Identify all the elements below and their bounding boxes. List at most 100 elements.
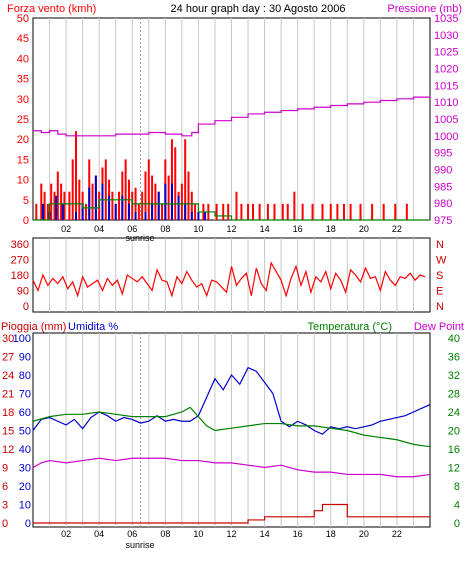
humidity-tick-label: 20 <box>19 481 31 493</box>
rain-tick-label: 24 <box>2 370 14 382</box>
wind-bar-gust <box>247 203 250 220</box>
wind-bar-gust <box>349 203 352 220</box>
rain-tick-label: 18 <box>2 407 14 419</box>
temperature-axis-label: Temperatura (°C) <box>308 321 392 333</box>
wind-bar-gust <box>273 203 276 220</box>
x-tick-label-p3: 12 <box>226 529 236 539</box>
x-tick-label-p3: 08 <box>160 529 170 539</box>
x-tick-label-p3: 20 <box>359 529 369 539</box>
temp-tick-label: 40 <box>448 333 460 345</box>
wind-bar-gust <box>144 171 147 220</box>
line-wind-avg <box>33 199 430 221</box>
wind-tick-label: 45 <box>17 33 29 45</box>
wind-bar-gust <box>131 191 134 220</box>
rain-tick-label: 9 <box>2 463 8 475</box>
humidity-tick-label: 0 <box>25 518 31 530</box>
direction-compass-label: N <box>436 239 444 251</box>
humidity-tick-label: 50 <box>19 426 31 438</box>
wind-bar-wind <box>121 195 124 220</box>
x-tick-label-p1: 04 <box>94 224 104 234</box>
line-temperatura <box>32 406 431 448</box>
temp-tick-label: 12 <box>448 463 460 475</box>
rain-axis-label: Pioggia (mm) <box>1 321 66 333</box>
direction-tick-label: 0 <box>23 301 29 313</box>
line-dew-point <box>32 457 431 478</box>
wind-bar-wind <box>41 203 44 220</box>
x-tick-label-p1: 14 <box>260 224 270 234</box>
direction-compass-label: W <box>436 255 447 267</box>
wind-bar-gust <box>71 159 74 220</box>
humidity-tick-label: 10 <box>19 500 31 512</box>
rain-tick-label: 0 <box>2 518 8 530</box>
wind-bar-gust <box>184 139 187 220</box>
direction-tick-label: 360 <box>11 239 29 251</box>
wind-tick-label: 20 <box>17 134 29 146</box>
wind-bar-wind <box>88 187 91 220</box>
x-tick-label-p1: 08 <box>160 224 170 234</box>
wind-bar-gust <box>118 191 121 220</box>
wind-bar-gust <box>227 203 230 220</box>
humidity-tick-label: 90 <box>19 352 31 364</box>
axis-labels: 0510152025303540455097598098599099510001… <box>2 13 460 539</box>
temp-tick-label: 16 <box>448 444 460 456</box>
direction-tick-label: 180 <box>11 270 29 282</box>
x-tick-label-p1: 22 <box>392 224 402 234</box>
wind-bar-gust <box>329 203 332 220</box>
temp-tick-label: 20 <box>448 426 460 438</box>
wind-tick-label: 40 <box>17 53 29 65</box>
wind-bar-gust <box>151 175 154 220</box>
wind-bar-gust <box>147 159 150 220</box>
x-tick-label-p3: 16 <box>293 529 303 539</box>
rain-tick-label: 6 <box>2 481 8 493</box>
direction-compass-label: S <box>436 270 443 282</box>
wind-bar-wind <box>157 191 160 220</box>
pressure-tick-label: 990 <box>434 165 452 177</box>
wind-bar-gust <box>40 183 43 220</box>
pressure-tick-label: 980 <box>434 198 452 210</box>
wind-bar-gust <box>84 203 87 220</box>
humidity-tick-label: 30 <box>19 463 31 475</box>
wind-bar-wind <box>184 203 187 220</box>
wind-bar-gust <box>190 191 193 220</box>
wind-bar-gust <box>180 183 183 220</box>
wind-bar-gust <box>124 159 127 220</box>
weather-plot <box>32 366 431 524</box>
wind-bar-wind <box>108 195 111 220</box>
wind-bar-wind <box>177 195 180 220</box>
wind-bar-gust <box>286 203 289 220</box>
wind-bar-gust <box>394 203 397 220</box>
wind-bar-gust <box>35 203 38 220</box>
x-tick-label-p1: 12 <box>226 224 236 234</box>
temp-tick-label: 4 <box>454 500 460 512</box>
x-tick-label-p3: 10 <box>193 529 203 539</box>
wind-tick-label: 10 <box>17 175 29 187</box>
wind-bar-gust <box>311 203 314 220</box>
wind-bar-wind <box>81 203 84 220</box>
wind-bar-gust <box>63 191 66 220</box>
wind-tick-label: 25 <box>17 114 29 126</box>
direction-compass-label: E <box>436 286 443 298</box>
humidity-tick-label: 70 <box>19 389 31 401</box>
temp-tick-label: 32 <box>448 370 460 382</box>
pressure-tick-label: 1005 <box>434 114 458 126</box>
wind-bar-wind <box>75 211 78 220</box>
wind-bar-gust <box>170 139 173 220</box>
wind-bar-gust <box>104 159 107 220</box>
wind-bar-gust <box>137 203 140 220</box>
x-tick-label-p3: 02 <box>61 529 71 539</box>
wind-bar-gust <box>336 203 339 220</box>
direction-tick-label: 90 <box>17 286 29 298</box>
wind-bar-gust <box>240 203 243 220</box>
wind-bar-wind <box>134 211 137 220</box>
rain-tick-label: 3 <box>2 500 8 512</box>
wind-bar-wind <box>55 195 58 220</box>
humidity-tick-label: 100 <box>13 333 31 345</box>
wind-bar-wind <box>144 211 147 220</box>
wind-bar-gust <box>187 171 190 220</box>
sunrise-label-bottom: sunrise <box>125 540 154 550</box>
humidity-axis-label: Umidita % <box>68 321 118 333</box>
pressure-axis-label: Pressione (mb) <box>387 3 462 15</box>
wind-bar-gust <box>405 203 408 220</box>
